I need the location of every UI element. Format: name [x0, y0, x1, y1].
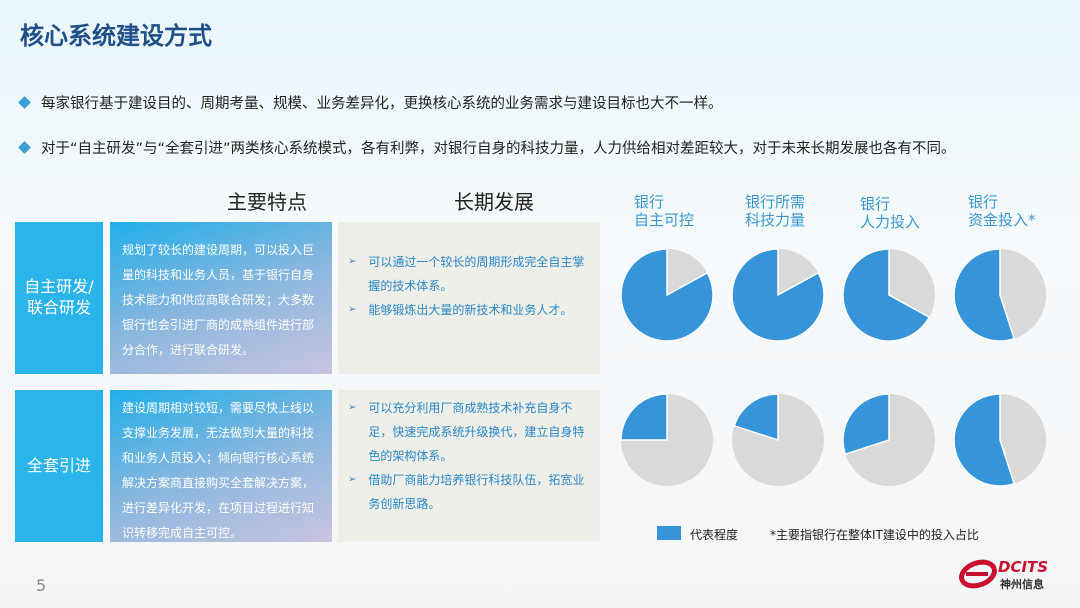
diamond-icon — [18, 96, 31, 109]
dcits-logo: DCITS 神州信息 — [958, 556, 1058, 592]
pie-title: 银行 人力投入 — [860, 195, 921, 231]
legend-label: 代表程度 — [690, 528, 739, 542]
chart-note: *主要指银行在整体IT建设中的投入占比 — [770, 528, 979, 542]
pie-share-slice — [842, 248, 931, 342]
col-header-features: 主要特点 — [227, 190, 307, 214]
arrow-icon: ➢ — [348, 474, 357, 485]
bullet-1: 每家银行基于建设目的、周期考量、规模、业务差异化，更换核心系统的业务需求与建设目… — [18, 92, 723, 113]
bullet-text: 每家银行基于建设目的、周期考量、规模、业务差异化，更换核心系统的业务需求与建设目… — [41, 96, 723, 112]
list-item: ➢ 能够锻炼出大量的新技术和业务人才。 — [348, 298, 590, 322]
row-label: 全套引进 — [15, 390, 103, 542]
pie-title: 银行 资金投入* — [968, 193, 1036, 229]
logo-e-icon — [959, 559, 997, 589]
legend-swatch — [657, 526, 681, 540]
bullet-text: 对于“自主研发”与“全套引进”两类核心系统模式，各有利弊，对银行自身的科技力量，… — [41, 141, 956, 157]
pie-charts — [620, 248, 1046, 487]
page-number: 5 — [36, 576, 47, 595]
row-features: 建设周期相对较短，需要尽快上线以支撑业务发展，无法做到大量的科技和业务人员投入；… — [110, 390, 332, 542]
pie-share-slice — [953, 248, 1016, 342]
pie-share-slice — [620, 248, 714, 342]
pie-title: 银行 自主可控 — [634, 193, 695, 229]
pie-share-slice — [620, 393, 668, 441]
row-label: 自主研发/联合研发 — [15, 222, 103, 374]
arrow-icon: ➢ — [348, 402, 357, 413]
diamond-icon — [18, 141, 31, 154]
pie-share-slice — [733, 393, 779, 442]
row-longterm: ➢ 可以通过一个较长的周期形成完全自主掌握的技术体系。 ➢ 能够锻炼出大量的新技术和… — [338, 222, 600, 374]
pie-share-slice — [731, 248, 825, 342]
pie-title: 银行所需 科技力量 — [745, 193, 806, 229]
row-longterm: ➢ 可以充分利用厂商成熟技术补充自身不足，快速完成系统升级换代，建立自身特色的架构… — [338, 390, 600, 542]
list-item: ➢ 可以充分利用厂商成熟技术补充自身不足，快速完成系统升级换代，建立自身特色的架构… — [348, 396, 590, 468]
bullet-2: 对于“自主研发”与“全套引进”两类核心系统模式，各有利弊，对银行自身的科技力量，… — [18, 137, 956, 158]
col-header-longterm: 长期发展 — [454, 190, 534, 214]
list-item: ➢ 借助厂商能力培养银行科技队伍，拓宽业务创新思路。 — [348, 468, 590, 516]
row-features: 规划了较长的建设周期，可以投入巨量的科技和业务人员，基于银行自身技术能力和供应商… — [110, 222, 332, 374]
arrow-icon: ➢ — [348, 256, 357, 267]
page-title: 核心系统建设方式 — [20, 22, 212, 50]
pie-share-slice — [953, 393, 1016, 487]
pie-share-slice — [842, 393, 890, 456]
list-item: ➢ 可以通过一个较长的周期形成完全自主掌握的技术体系。 — [348, 250, 590, 298]
arrow-icon: ➢ — [348, 304, 357, 315]
